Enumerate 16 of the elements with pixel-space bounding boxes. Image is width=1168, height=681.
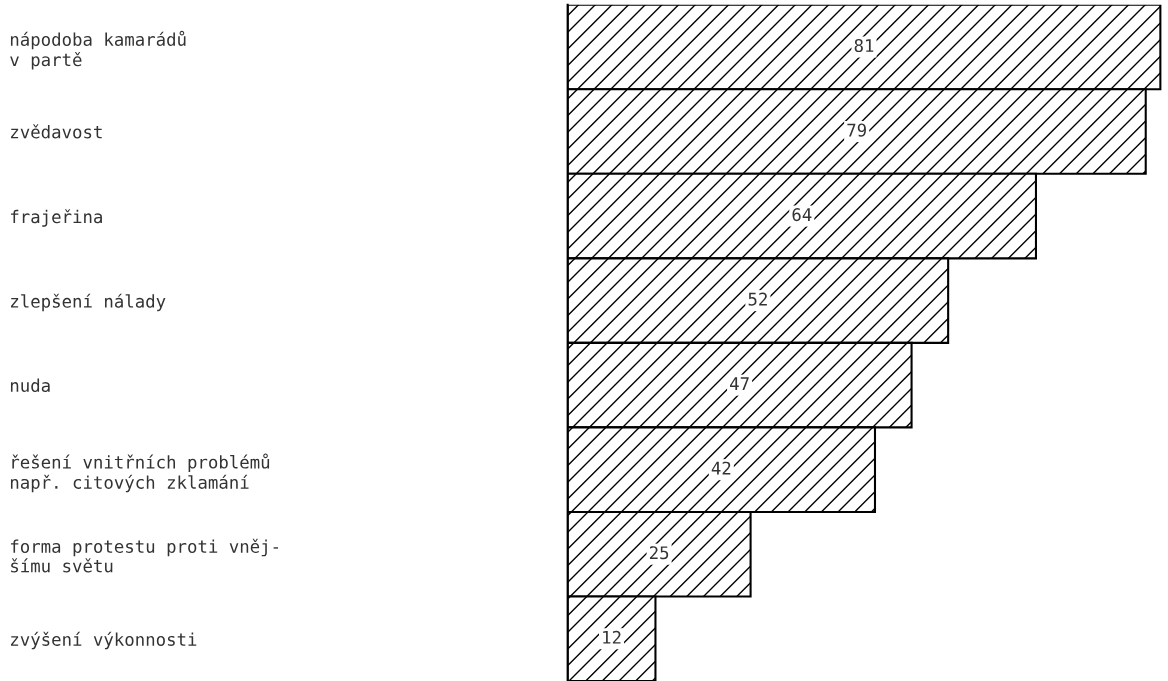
y-tick-label: zvýšení výkonnosti	[11, 631, 197, 650]
y-tick-label: nápodoba kamarádů v partě	[10, 30, 186, 70]
data-label: 81	[854, 38, 874, 53]
data-label: 64	[792, 208, 812, 222]
data-label: 79	[847, 123, 866, 137]
data-label: 52	[748, 292, 767, 306]
data-label: 12	[603, 630, 621, 644]
y-tick-label: frajeřina	[10, 209, 102, 227]
y-tick-label: zvědavost	[11, 124, 102, 139]
data-label: 47	[730, 377, 749, 390]
y-tick-label: řešení vnitřních problémů např. citových zklamání	[10, 453, 270, 493]
y-tick-label: forma protestu proti vněj- šímu světu	[10, 538, 279, 573]
y-tick-label: zlepšení nálady	[11, 293, 166, 312]
data-label: 42	[711, 461, 731, 475]
data-label: 25	[649, 546, 669, 560]
y-tick-label: nuda	[10, 378, 50, 393]
